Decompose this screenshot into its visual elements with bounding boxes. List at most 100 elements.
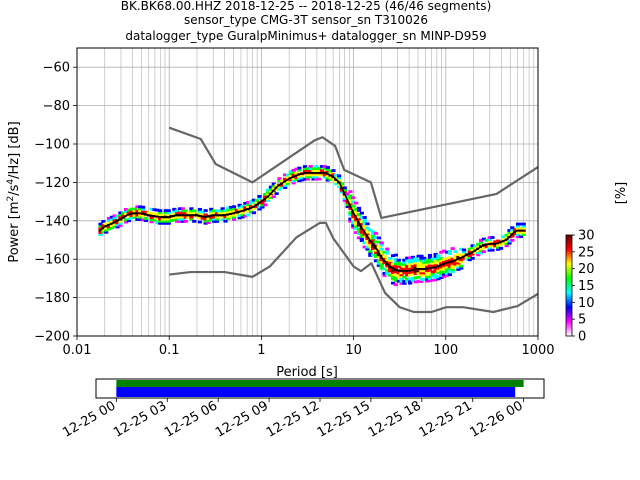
heat-cell	[405, 271, 410, 275]
data-available-bar	[116, 380, 524, 387]
heat-cell	[291, 171, 296, 174]
colorbar-tick-label: 25	[578, 245, 595, 260]
heat-cell	[390, 264, 396, 268]
heat-cell	[419, 269, 424, 273]
heat-cell	[453, 254, 458, 258]
heat-cell	[348, 198, 353, 202]
heat-cell	[356, 217, 362, 221]
heat-cell	[490, 248, 495, 252]
heat-cell	[425, 269, 430, 273]
heat-cell	[442, 264, 447, 268]
heat-cell	[106, 221, 112, 224]
heat-cell	[419, 265, 424, 269]
heat-cell	[223, 211, 228, 215]
heat-cell	[436, 266, 441, 270]
heat-cell	[453, 260, 458, 264]
heat-cell	[217, 211, 222, 215]
heat-cell	[450, 270, 455, 274]
heat-cell	[200, 212, 205, 216]
heat-cell	[507, 231, 512, 234]
heat-cell	[430, 261, 435, 265]
heat-cell	[442, 249, 447, 253]
heat-cell	[132, 207, 137, 211]
heat-cell	[345, 192, 350, 196]
heat-cell	[359, 216, 364, 219]
heat-cell	[373, 231, 379, 235]
heat-cell	[450, 257, 455, 261]
heat-cell	[385, 272, 390, 276]
heat-cell	[447, 252, 452, 255]
heat-cell	[356, 208, 362, 212]
heat-cell	[405, 277, 410, 281]
heat-cell	[325, 170, 330, 174]
heat-cell	[402, 267, 407, 271]
heat-cell	[212, 217, 217, 221]
heat-cell	[493, 244, 498, 248]
heat-cell	[456, 259, 461, 263]
heat-cell	[399, 267, 404, 271]
heat-cell	[129, 214, 134, 217]
heat-cell	[376, 249, 381, 253]
heat-cell	[345, 201, 350, 204]
heat-cell	[183, 211, 188, 215]
heat-cell	[126, 208, 132, 212]
heat-cell	[101, 230, 106, 234]
heat-cell	[285, 173, 291, 177]
heat-cell	[231, 215, 237, 219]
heat-cell	[149, 220, 154, 224]
heat-cell	[393, 276, 399, 280]
heat-cell	[348, 196, 353, 200]
heat-cell	[396, 265, 401, 268]
heat-cell	[379, 262, 384, 266]
heat-cell	[203, 219, 208, 223]
heat-cell	[177, 207, 183, 211]
heat-cell	[354, 222, 359, 226]
heat-cell	[265, 192, 271, 196]
heat-cell	[354, 201, 359, 205]
heat-cell	[376, 264, 381, 267]
heat-cell	[365, 241, 370, 245]
heat-cell	[447, 266, 452, 270]
heat-cell	[138, 209, 143, 213]
heat-cell	[351, 208, 356, 212]
heat-cell	[425, 258, 430, 262]
heat-cell	[166, 221, 171, 225]
heat-cell	[109, 226, 115, 230]
heat-cell	[382, 255, 387, 258]
heat-cell	[510, 226, 515, 230]
heat-cell	[203, 221, 208, 225]
heat-cell	[172, 209, 177, 213]
timeline-tick-label: 12-25 06	[162, 398, 220, 440]
heat-cell	[396, 258, 401, 262]
heat-cell	[271, 182, 276, 186]
heat-cell	[109, 219, 115, 223]
heat-cell	[229, 208, 234, 211]
heat-cell	[143, 217, 149, 220]
heat-cell	[515, 235, 521, 239]
heat-cell	[121, 211, 126, 215]
heat-cell	[371, 247, 376, 251]
heat-cell	[166, 219, 171, 223]
heat-cell	[283, 181, 288, 185]
heat-cell	[436, 275, 441, 279]
heat-cell	[419, 271, 424, 275]
heat-cell	[422, 256, 427, 260]
heat-cell	[410, 262, 416, 265]
heat-cell	[385, 268, 390, 272]
heat-cell	[425, 262, 430, 266]
timeline-tick-label: 12-25 12	[264, 398, 322, 440]
heat-cell	[214, 219, 220, 223]
heat-cell	[396, 260, 401, 264]
mode-line	[100, 172, 524, 272]
heat-cell	[439, 250, 444, 254]
heat-cell	[291, 168, 296, 172]
heat-cell	[373, 250, 379, 254]
heat-cell	[305, 175, 310, 179]
heat-cell	[135, 205, 140, 209]
heat-cell	[496, 239, 501, 243]
heat-cell	[294, 176, 299, 179]
heat-cell	[356, 230, 362, 233]
heat-cell	[135, 209, 140, 213]
plot-background	[77, 48, 538, 336]
